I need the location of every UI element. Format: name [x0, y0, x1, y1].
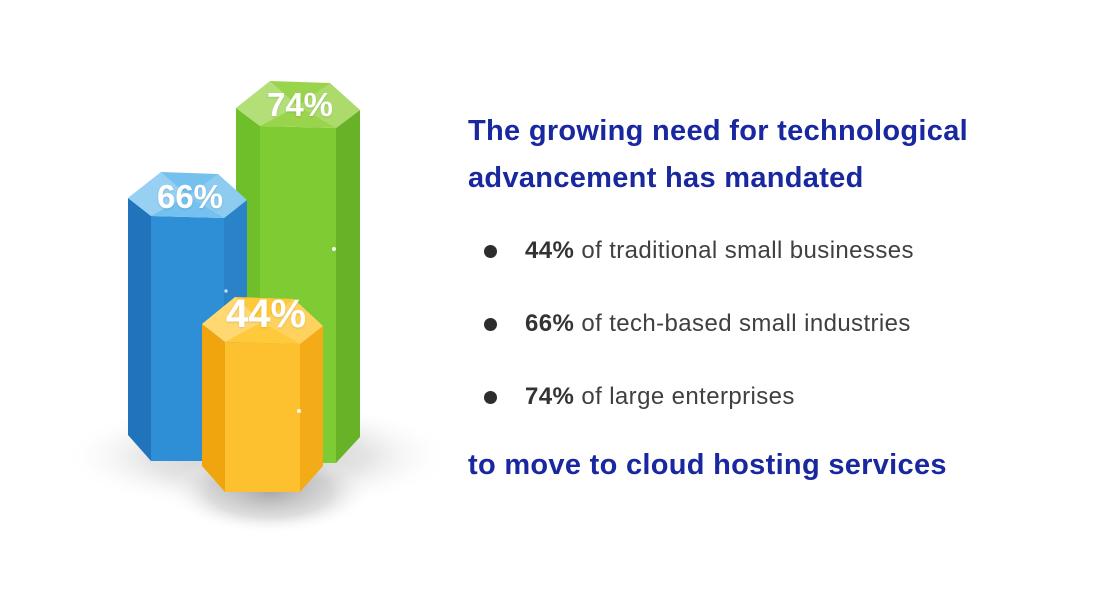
bullet-rest: of large enterprises: [574, 383, 795, 410]
bullet-dot-icon: [484, 317, 497, 331]
bar-traditional-small-businesses: 44%: [202, 292, 323, 492]
sparkle-dot: [297, 409, 301, 413]
bullet-text: 44% of traditional small businesses: [525, 237, 914, 265]
text-column: The growing need for technological advan…: [468, 108, 1068, 482]
bullet-list: 44% of traditional small businesses 66% …: [484, 236, 1068, 412]
bar-top-highlight: [236, 81, 298, 126]
list-item: 74% of large enterprises: [484, 382, 1068, 412]
page-title: The growing need for technological advan…: [468, 115, 968, 194]
bullet-value: 66%: [525, 310, 575, 337]
bar-face-top: [202, 297, 323, 344]
bullet-text: 66% of tech-based small industries: [525, 310, 911, 338]
bar-face-top: [128, 172, 247, 218]
bullet-dot-icon: [484, 244, 497, 258]
bar-value-label: 66%: [157, 178, 223, 215]
bar-face-right: [336, 110, 360, 463]
sparkle-dot: [332, 247, 336, 251]
list-item: 66% of tech-based small industries: [484, 309, 1068, 339]
bar-top-highlight: [262, 299, 323, 344]
bar-face-left: [128, 198, 151, 461]
bar-face-front: [225, 342, 300, 492]
bar-value-label: 74%: [267, 86, 333, 123]
bullet-rest: of tech-based small industries: [574, 310, 911, 337]
bar-top-highlight: [128, 172, 188, 216]
bar-chart-svg: 74% 66% 44%: [62, 81, 454, 534]
bar-value-label: 44%: [226, 292, 306, 336]
bullet-value: 74%: [525, 383, 575, 410]
bullet-value: 44%: [525, 237, 575, 264]
bar-top-highlight: [202, 297, 262, 342]
footer-title: to move to cloud hosting services: [468, 449, 947, 481]
sparkle-dot: [224, 289, 228, 293]
bar-tech-based-small-industries: 66%: [128, 172, 247, 461]
bullet-text: 74% of large enterprises: [525, 383, 795, 411]
bar-top-highlight: [188, 174, 247, 218]
bar-face-right: [300, 326, 323, 492]
bar-top-highlight: [298, 83, 360, 128]
bar-face-left: [202, 324, 225, 492]
list-item: 44% of traditional small businesses: [484, 236, 1068, 266]
bar-chart: 74% 66% 44%: [0, 0, 470, 600]
bullet-rest: of traditional small businesses: [574, 237, 914, 264]
bullet-dot-icon: [484, 390, 497, 404]
bar-face-top: [236, 81, 360, 128]
